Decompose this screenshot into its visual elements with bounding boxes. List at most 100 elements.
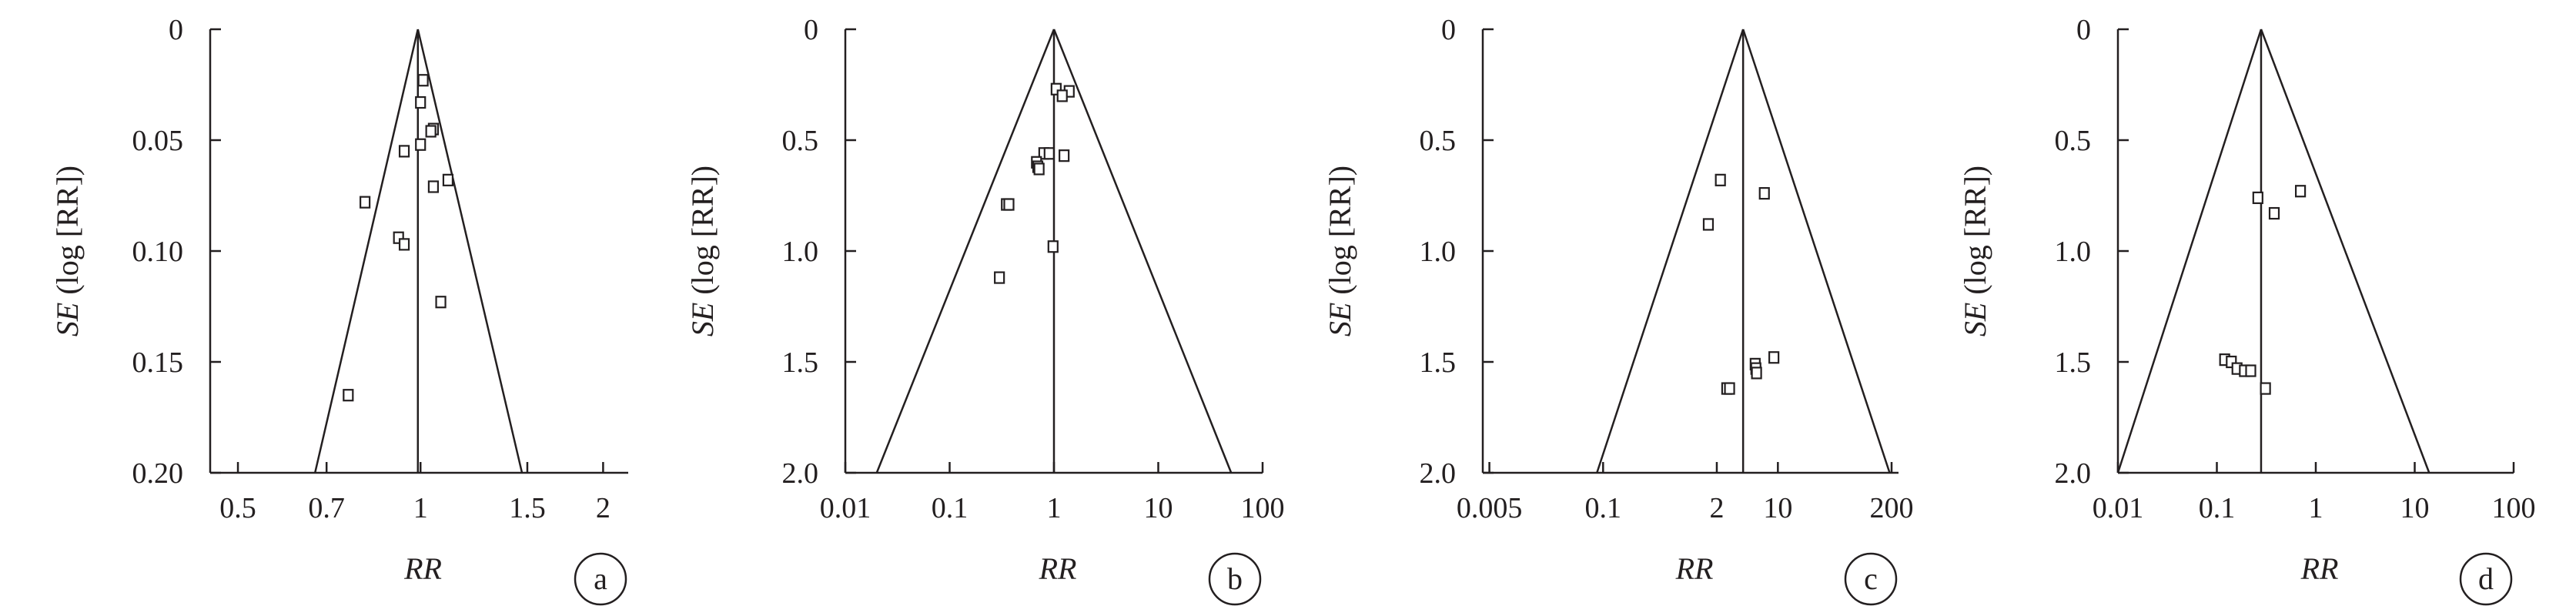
study-point xyxy=(2268,206,2280,220)
study-point xyxy=(425,125,437,138)
x-tick-label: 0.005 xyxy=(1457,492,1523,524)
funnel-left-limit xyxy=(2116,28,2263,474)
y-tick-label: 0.20 xyxy=(132,457,184,490)
y-axis-title: SE (log [RR]) xyxy=(1958,166,1992,336)
x-tick-label: 1 xyxy=(413,492,428,524)
study-point xyxy=(2260,382,2271,395)
panel-letter: b xyxy=(1227,561,1243,596)
study-point xyxy=(415,138,427,151)
study-point xyxy=(2252,191,2263,204)
y-axis-title-log: (log [RR]) xyxy=(50,166,85,303)
x-tick-label: 0.7 xyxy=(308,492,345,524)
study-point xyxy=(417,74,429,87)
y-tick-label: 2.0 xyxy=(1420,457,1457,490)
x-axis-title: RR xyxy=(1675,551,1714,586)
y-tick-label: 0.10 xyxy=(132,236,184,268)
y-tick-label: 0.5 xyxy=(2055,125,2092,157)
funnel-plot-panel-c: 0 0.5 1.0 1.5 2.00.005 0.1 2 10 200 RR SE (log [RR… xyxy=(1323,14,1914,606)
study-point xyxy=(1751,367,1762,380)
x-tick-label: 10 xyxy=(1144,492,1173,524)
y-tick-label: 2.0 xyxy=(2055,457,2092,490)
y-tick-label: 0.5 xyxy=(1420,125,1457,157)
funnel-plot-panel-b: 0 0.5 1.0 1.5 2.00.01 0.1 1 10 100 RR SE (log [RR]… xyxy=(685,14,1285,606)
study-point xyxy=(415,95,427,109)
study-point xyxy=(1059,149,1070,162)
panel-letter-circle xyxy=(1208,552,1262,606)
study-point xyxy=(1033,162,1045,176)
funnel-right-limit xyxy=(417,28,524,474)
x-tick-label: 0.01 xyxy=(2093,492,2144,524)
y-tick-label: 1.5 xyxy=(2055,347,2092,379)
study-point xyxy=(427,180,440,193)
study-point xyxy=(1003,198,1015,211)
study-point xyxy=(1056,89,1068,102)
funnel-left-limit xyxy=(1596,28,1745,474)
study-point xyxy=(1768,351,1780,364)
x-tick-label: 10 xyxy=(2400,492,2430,524)
x-tick-label: 1 xyxy=(1047,492,1062,524)
study-point xyxy=(2245,364,2257,377)
study-point xyxy=(398,238,410,251)
panel-letter: a xyxy=(594,561,607,596)
x-tick-label: 10 xyxy=(1763,492,1792,524)
study-point xyxy=(442,173,454,186)
study-point xyxy=(398,145,410,158)
y-axis-title-log: (log [RR]) xyxy=(685,166,720,303)
y-axis-title-se: SE xyxy=(1323,303,1357,336)
y-tick-label: 1.5 xyxy=(782,347,819,379)
study-point xyxy=(1715,173,1726,186)
x-tick-label: 2 xyxy=(1709,492,1724,524)
y-axis-title-se: SE xyxy=(1958,303,1992,336)
y-tick-label: 0.5 xyxy=(782,125,819,157)
study-point xyxy=(1702,218,1715,231)
panel-letter-circle xyxy=(2459,552,2513,606)
x-axis-title: RR xyxy=(1039,551,1077,586)
funnel-plot-panel-a: 0 0.05 0.10 0.15 0.20 0.5 0.7 1 1.5 2 RR SE (log [R… xyxy=(50,14,628,606)
y-tick-label: 0 xyxy=(2076,14,2091,46)
x-tick-label: 100 xyxy=(1241,492,1285,524)
panel-letter-circle xyxy=(574,552,627,606)
y-tick-label: 2.0 xyxy=(782,457,819,490)
y-tick-label: 0 xyxy=(804,14,818,46)
y-axis-title-se: SE xyxy=(685,303,720,336)
y-tick-label: 1.5 xyxy=(1420,347,1457,379)
y-axis-title-se: SE xyxy=(50,303,85,336)
study-point xyxy=(360,196,371,209)
study-point xyxy=(343,389,354,402)
y-axis-title: SE (log [RR]) xyxy=(50,166,85,336)
x-tick-label: 0.5 xyxy=(219,492,256,524)
study-point xyxy=(1758,187,1770,200)
y-tick-label: 1.0 xyxy=(782,236,819,268)
study-point xyxy=(1047,240,1059,253)
study-point xyxy=(435,296,447,309)
x-axis-title: RR xyxy=(2300,551,2339,586)
x-tick-label: 2 xyxy=(596,492,611,524)
y-axis-title-log: (log [RR]) xyxy=(1323,166,1357,303)
x-tick-label: 1 xyxy=(2309,492,2323,524)
funnel-left-limit xyxy=(313,28,419,474)
funnel-right-limit xyxy=(1052,28,1233,474)
funnel-plot-panel-d: 0 0.5 1.0 1.5 2.00.01 0.1 1 10 100 RR SE (log [RR]… xyxy=(1958,14,2536,606)
y-tick-label: 0.15 xyxy=(132,347,184,379)
x-tick-label: 100 xyxy=(2492,492,2536,524)
panel-letter: c xyxy=(1864,561,1878,596)
x-axis-title: RR xyxy=(403,551,442,586)
x-tick-label: 0.1 xyxy=(932,492,969,524)
y-axis-title: SE (log [RR]) xyxy=(685,166,720,336)
y-axis-title-log: (log [RR]) xyxy=(1958,166,1992,303)
y-tick-label: 1.0 xyxy=(2055,236,2092,268)
x-tick-label: 0.01 xyxy=(820,492,871,524)
funnel-right-limit xyxy=(1741,28,1891,474)
y-tick-label: 0.05 xyxy=(132,125,184,157)
y-tick-label: 1.0 xyxy=(1420,236,1457,268)
y-axis-title: SE (log [RR]) xyxy=(1323,166,1357,336)
x-tick-label: 0.1 xyxy=(1585,492,1622,524)
y-tick-label: 0 xyxy=(1441,14,1456,46)
study-point xyxy=(994,271,1005,284)
study-point xyxy=(1724,382,1735,395)
funnel-left-limit xyxy=(875,28,1055,474)
panel-letter-circle xyxy=(1844,552,1898,606)
x-tick-label: 0.1 xyxy=(2199,492,2236,524)
study-point xyxy=(2294,185,2307,198)
study-point xyxy=(1043,147,1055,160)
